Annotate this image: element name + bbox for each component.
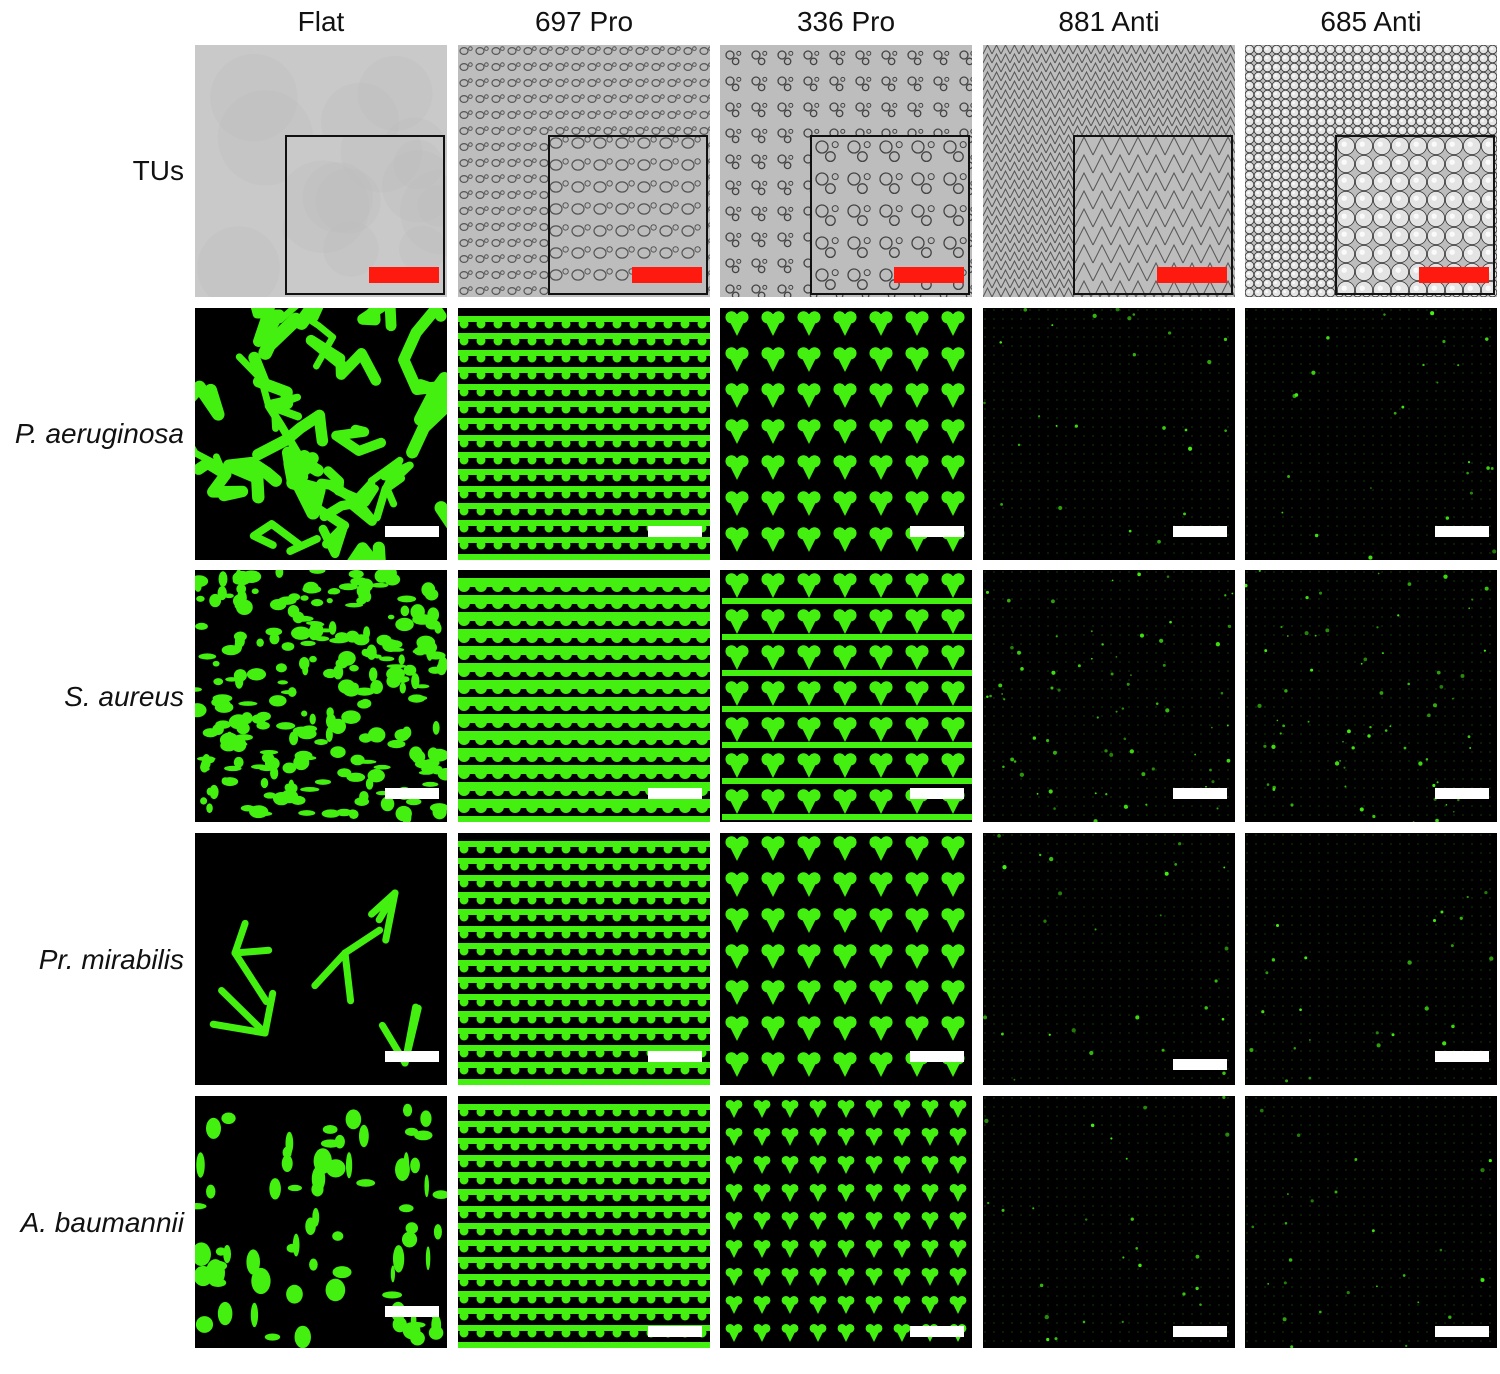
magnified-inset xyxy=(810,135,970,295)
micrograph-a-baumannii-flat xyxy=(195,1096,447,1348)
scale-bar xyxy=(1173,526,1227,537)
row-label-pr-mirabilis: Pr. mirabilis xyxy=(38,944,184,975)
scale-bar xyxy=(910,1326,964,1337)
column-label-685-anti: 685 Anti xyxy=(1320,6,1422,37)
micrograph-tus-881-anti xyxy=(983,45,1235,297)
micrograph-pr-mirabilis-336-pro xyxy=(720,833,972,1085)
scale-bar xyxy=(1173,1059,1227,1070)
column-label-697-pro: 697 Pro xyxy=(534,6,634,37)
scale-bar xyxy=(1157,267,1227,283)
micrograph-tus-685-anti xyxy=(1245,45,1497,297)
scale-bar xyxy=(648,1326,702,1337)
scale-bar xyxy=(648,1051,702,1062)
scale-bar xyxy=(1435,526,1489,537)
row-label-tus: TUs xyxy=(132,155,184,186)
scale-bar xyxy=(385,1306,439,1317)
scale-bar xyxy=(385,788,439,799)
scale-bar xyxy=(910,1051,964,1062)
micrograph-p-aeruginosa-881-anti xyxy=(983,308,1235,560)
micrograph-s-aureus-881-anti xyxy=(983,570,1235,822)
micrograph-p-aeruginosa-336-pro xyxy=(720,308,972,560)
column-label-flat: Flat xyxy=(297,6,345,37)
micrograph-a-baumannii-685-anti xyxy=(1245,1096,1497,1348)
micrograph-s-aureus-685-anti xyxy=(1245,570,1497,822)
scale-bar xyxy=(1173,1326,1227,1337)
micrograph-a-baumannii-881-anti xyxy=(983,1096,1235,1348)
row-label-a-baumannii: A. baumannii xyxy=(20,1207,184,1238)
micrograph-s-aureus-336-pro xyxy=(720,570,972,822)
micrograph-p-aeruginosa-697-pro xyxy=(458,308,710,560)
micrograph-pr-mirabilis-697-pro xyxy=(458,833,710,1085)
scale-bar xyxy=(894,267,964,283)
scale-bar xyxy=(385,526,439,537)
micrograph-tus-flat xyxy=(195,45,447,297)
micrograph-a-baumannii-697-pro xyxy=(458,1096,710,1348)
column-label-881-anti: 881 Anti xyxy=(1058,6,1160,37)
scale-bar xyxy=(385,1051,439,1062)
scale-bar xyxy=(1419,267,1489,283)
micrograph-tus-697-pro xyxy=(458,45,710,297)
row-label-p-aeruginosa: P. aeruginosa xyxy=(14,418,184,449)
scale-bar xyxy=(369,267,439,283)
scale-bar xyxy=(910,788,964,799)
micrograph-pr-mirabilis-685-anti xyxy=(1245,833,1497,1085)
micrograph-p-aeruginosa-685-anti xyxy=(1245,308,1497,560)
scale-bar xyxy=(1435,1326,1489,1337)
scale-bar xyxy=(1173,788,1227,799)
scale-bar xyxy=(648,526,702,537)
column-label-336-pro: 336 Pro xyxy=(796,6,896,37)
micrograph-s-aureus-flat xyxy=(195,570,447,822)
scale-bar xyxy=(910,526,964,537)
magnified-inset xyxy=(285,135,445,295)
scale-bar xyxy=(632,267,702,283)
micrograph-s-aureus-697-pro xyxy=(458,570,710,822)
micrograph-pr-mirabilis-881-anti xyxy=(983,833,1235,1085)
scale-bar xyxy=(1435,1051,1489,1062)
magnified-inset xyxy=(1335,135,1495,295)
micrograph-pr-mirabilis-flat xyxy=(195,833,447,1085)
micrograph-tus-336-pro xyxy=(720,45,972,297)
scale-bar xyxy=(1435,788,1489,799)
micrograph-p-aeruginosa-flat xyxy=(195,308,447,560)
row-label-s-aureus: S. aureus xyxy=(64,681,184,712)
micrograph-a-baumannii-336-pro xyxy=(720,1096,972,1348)
scale-bar xyxy=(648,788,702,799)
